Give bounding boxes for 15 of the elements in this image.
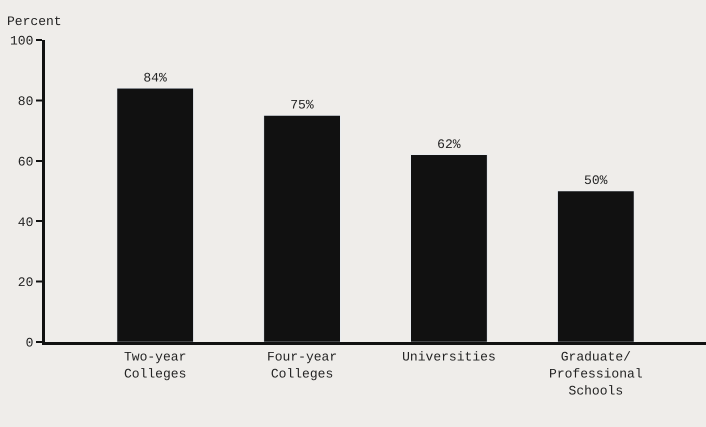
y-tick-label: 40 (18, 214, 34, 230)
x-tick-label: Four-year Colleges (266, 350, 338, 382)
y-axis-title: Percent (7, 14, 62, 29)
y-tick-label: 60 (18, 154, 34, 170)
x-tick-label: Two-year Colleges (124, 350, 186, 382)
y-tick-label: 80 (18, 94, 34, 109)
x-tick-label: Graduate/ Professional Schools (549, 350, 643, 398)
data-label: 84% (143, 70, 167, 86)
data-label: 62% (437, 136, 461, 152)
y-tick-label: 20 (18, 275, 34, 290)
y-tick-label: 100 (10, 34, 34, 49)
data-label: 50% (584, 173, 608, 188)
data-label: 75% (290, 98, 314, 112)
x-tick-label: Universities (402, 350, 496, 365)
y-tick-label: 0 (26, 336, 34, 351)
